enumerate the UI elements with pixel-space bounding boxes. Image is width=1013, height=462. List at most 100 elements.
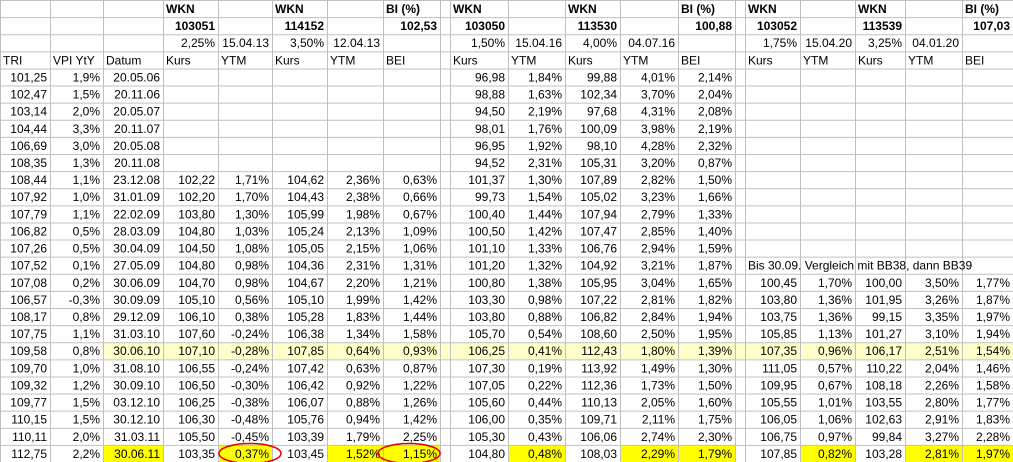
cell-text: 03.12.10 [113, 396, 160, 410]
cell-text: 1,70% [235, 190, 269, 204]
cell-text: 0,5% [73, 224, 101, 238]
cell-text: 3,20% [641, 156, 675, 170]
cell-text: 1,30% [235, 207, 269, 221]
cell-text: 104,92 [580, 259, 617, 273]
cell-text: Kurs [858, 53, 883, 67]
cell-text: WKN [453, 2, 482, 16]
cell-text: 107,35 [760, 344, 797, 358]
cell-text: 101,27 [865, 327, 902, 341]
cell-text: 0,8% [73, 344, 101, 358]
cell-highlight [508, 444, 565, 462]
cell-text: 3,3% [73, 122, 101, 136]
cell-text: 108,18 [865, 378, 902, 392]
cell-text: 15.04.13 [222, 36, 269, 50]
cell-text: 2,15% [346, 242, 380, 256]
cell-text: 112,43 [581, 344, 617, 358]
cell-text: 4,01% [641, 70, 675, 84]
cell-text: 100,40 [468, 207, 505, 221]
cell-text: 106,00 [468, 413, 505, 427]
cell-text: TRI [3, 53, 22, 67]
cell-text: 107,60 [178, 327, 215, 341]
cell-text: 20.05.07 [113, 105, 160, 119]
cell-text: 1,70% [818, 276, 852, 290]
cell-text: BEI [965, 53, 984, 67]
cell-text: 103052 [757, 19, 797, 33]
cell-text: 94,50 [475, 105, 505, 119]
cell-text: 3,50% [290, 36, 324, 50]
cell-text: 107,08 [10, 276, 47, 290]
cell-text: 23.12.08 [113, 173, 160, 187]
cell-text: 98,10 [587, 139, 617, 153]
cell-text: 106,25 [178, 396, 215, 410]
cell-text: 1,50% [698, 173, 732, 187]
cell-text: 0,92% [346, 378, 380, 392]
cell-text: 1,06% [403, 242, 437, 256]
cell-text: 105,24 [287, 224, 324, 238]
cell-text: 1,50% [698, 378, 732, 392]
cell-text: 1,32% [528, 259, 562, 273]
cell-text: 106,57 [10, 293, 47, 307]
cell-highlight [218, 444, 272, 462]
cell-text: 4,00% [583, 36, 617, 50]
cell-text: 1,01% [818, 396, 852, 410]
cell-text: 1,15% [403, 447, 437, 461]
cell-text: 108,35 [10, 156, 47, 170]
cell-text: 0,38% [235, 310, 269, 324]
cell-text: 1,50% [471, 36, 505, 50]
cell-text: 0,56% [235, 293, 269, 307]
cell-text: 100,80 [468, 276, 505, 290]
cell-text: YTM [803, 53, 828, 67]
cell-text: 98,88 [475, 88, 505, 102]
cell-text: 28.03.09 [113, 224, 160, 238]
cell-text: Kurs [568, 53, 593, 67]
cell-text: 105,31 [580, 156, 617, 170]
cell-text: 1,0% [73, 361, 101, 375]
cell-text: YTM [908, 53, 933, 67]
cell-text: 0,19% [528, 361, 562, 375]
cell-text: 0,44% [528, 396, 562, 410]
annotation-circle [218, 442, 282, 462]
cell-text: -0,30% [231, 378, 269, 392]
cell-text: 3,10% [925, 327, 959, 341]
cell-text: 99,88 [587, 70, 617, 84]
cell-text: 1,63% [528, 88, 562, 102]
cell-text: 109,32 [10, 378, 47, 392]
cell-text: 2,20% [346, 276, 380, 290]
cell-text: 106,55 [178, 361, 215, 375]
cell-text: BEI [681, 53, 700, 67]
cell-text: 106,75 [760, 430, 797, 444]
cell-text: 2,0% [73, 430, 101, 444]
cell-text: 101,37 [468, 173, 505, 187]
cell-text: 2,28% [976, 430, 1010, 444]
cell-text: 109,95 [760, 378, 797, 392]
cell-text: 3,23% [641, 190, 675, 204]
cell-text: 1,66% [698, 190, 732, 204]
cell-text: 112,36 [581, 378, 617, 392]
cell-text: 103,80 [468, 310, 505, 324]
cell-text: 1,92% [528, 139, 562, 153]
cell-text: 0,43% [528, 430, 562, 444]
cell-text: 106,42 [287, 378, 324, 392]
cell-text: 1,76% [528, 122, 562, 136]
cell-text: 106,05 [760, 413, 797, 427]
cell-text: 1,44% [528, 207, 562, 221]
cell-text: 101,10 [468, 242, 505, 256]
cell-text: 100,00 [865, 276, 902, 290]
cell-text: 0,82% [818, 447, 852, 461]
cell-text: 0,37% [235, 447, 269, 461]
cell-text: 04.07.16 [628, 36, 675, 50]
cell-highlight [327, 444, 383, 462]
cell-text: 1,71% [235, 173, 269, 187]
cell-text: 107,89 [580, 173, 617, 187]
cell-text: 105,60 [468, 396, 505, 410]
cell-text: 104,80 [178, 259, 215, 273]
cell-text: 20.11.08 [114, 156, 160, 170]
cell-text: 2,36% [346, 173, 380, 187]
cell-text: 103,55 [865, 396, 902, 410]
cell-text: 1,87% [976, 293, 1010, 307]
cell-text: 1,2% [73, 378, 101, 392]
cell-text: 1,84% [528, 70, 562, 84]
cell-text: 0,98% [235, 276, 269, 290]
cell-text: 1,08% [235, 242, 269, 256]
cell-text: -0,28% [231, 344, 269, 358]
